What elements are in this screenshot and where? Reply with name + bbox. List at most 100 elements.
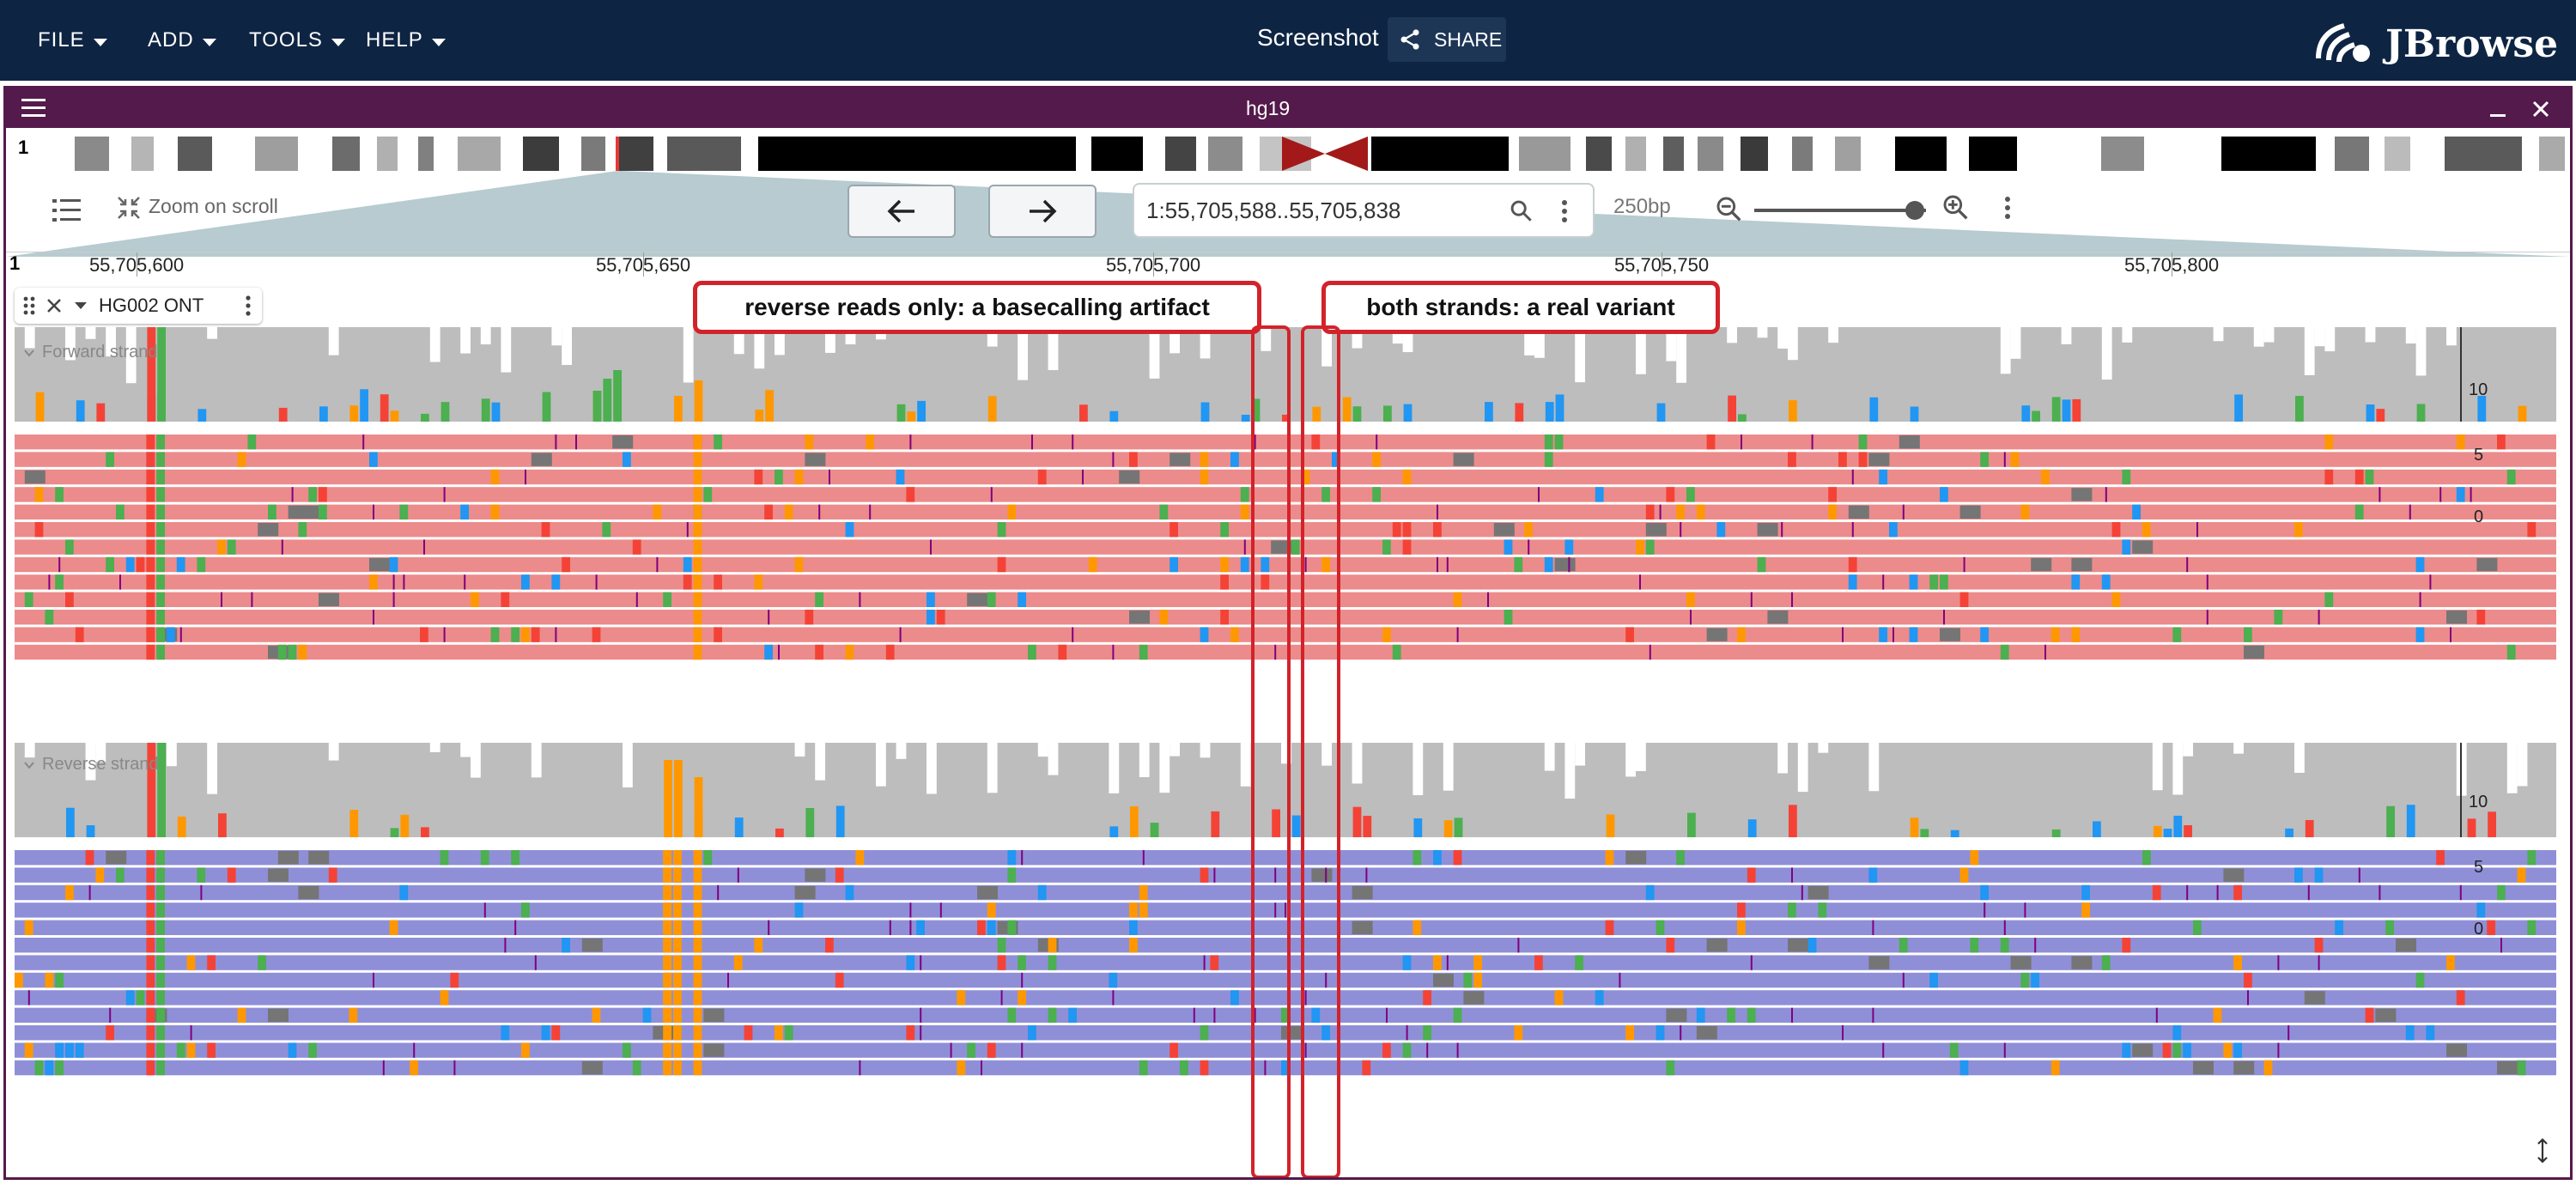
read-insertion [373,972,374,988]
alignments-track-canvas[interactable] [6,276,2570,1180]
close-icon[interactable] [2530,99,2551,119]
read-mismatch [1433,955,1442,970]
read-mismatch [156,487,165,502]
mismatch-coverage-bar [481,398,490,422]
more-vert-icon[interactable] [2003,195,2012,221]
mismatch-coverage-bar [1443,820,1453,837]
share-button[interactable]: SHARE [1388,17,1506,62]
read-mismatch [55,487,64,502]
read-mismatch [247,434,257,450]
read-mismatch [1696,1007,1705,1023]
read-mismatch [65,592,74,607]
coverage-gap [1240,743,1251,787]
zoom-on-scroll-toggle[interactable]: Zoom on scroll [149,195,278,217]
read-mismatch [1666,487,1675,502]
resize-icon[interactable] [2536,1138,2549,1164]
read-mismatch [1879,627,1887,642]
read-mismatch [156,556,165,573]
read-mismatch [146,592,155,607]
read-insertion [2419,592,2421,607]
add-menu-button[interactable]: ADD [148,26,216,55]
read-mismatch [207,1042,216,1058]
mismatch-coverage-bar [1383,405,1392,422]
read-mismatch [1473,972,1482,988]
read-mismatch [541,1025,550,1041]
read-mismatch [2476,610,2486,625]
read-mismatch [703,487,713,502]
read-mismatch [1544,434,1553,450]
tools-menu-button[interactable]: TOOLS [249,26,345,55]
read-mismatch [156,867,165,883]
reverse-strand-label[interactable]: Reverse strand [23,755,159,775]
read-mismatch [1240,504,1249,520]
read-mismatch [34,487,44,502]
read-mismatch [764,504,773,520]
coverage-gap [1777,743,1788,774]
read-mismatch [146,955,155,970]
read-insertion [373,610,374,625]
compress-icon[interactable] [116,195,142,221]
list-icon[interactable] [52,197,82,224]
read-mismatch [197,556,206,573]
zoom-out-icon[interactable] [1715,195,1742,222]
read-insertion [392,574,395,590]
read-insertion [920,1025,922,1041]
read-insertion [1446,955,1449,970]
search-icon[interactable] [1509,198,1533,222]
mismatch-coverage-bar [157,327,166,422]
location-search-input[interactable]: 1:55,705,588..55,705,838 [1133,183,1595,238]
read-mismatch [1018,990,1026,1006]
mismatch-coverage-bar [805,808,815,837]
minimize-icon[interactable] [2488,100,2508,119]
read-mismatch [1028,1025,1036,1041]
read-mismatch [987,902,996,918]
read-indel-label [298,505,319,519]
read-insertion [1243,539,1246,555]
menu-icon[interactable] [21,97,47,119]
pan-left-button[interactable] [848,185,956,238]
read-mismatch [1564,539,1574,555]
read-mismatch [1970,850,1979,866]
read-indel-label [1311,868,1333,882]
zoom-slider-thumb[interactable] [1905,201,1924,220]
coverage-gap [927,743,937,794]
help-menu-button[interactable]: HELP [366,26,446,55]
session-name[interactable]: Screenshot [1257,24,1379,51]
read-mismatch [693,1060,702,1076]
coordinate-ruler[interactable]: 1 55,705,600 55,705,650 55,705,700 55,70… [6,252,2570,276]
read-insertion [768,610,770,625]
read-mismatch [1159,610,1169,625]
more-vert-icon[interactable] [1560,198,1569,224]
forward-strand-label[interactable]: Forward strand [23,343,158,362]
chromosome-ideogram[interactable] [49,137,2568,171]
chevron-down-icon[interactable] [73,301,88,311]
forward-strand-text: Forward strand [42,343,158,362]
zoom-slider[interactable] [1754,201,1926,220]
file-menu-button[interactable]: FILE [38,26,107,55]
mismatch-coverage-bar [765,390,774,422]
read-insertion [1456,1042,1459,1058]
read-mismatch [1220,610,1229,625]
read-mismatch [1037,884,1047,901]
chevron-down-icon [431,38,446,46]
pan-right-button[interactable] [988,185,1097,238]
read-mismatch [1007,867,1017,883]
coverage-gap [876,743,886,787]
read-mismatch [501,1025,510,1041]
read-mismatch [916,920,925,935]
read-insertion [1031,434,1033,450]
read-mismatch [1240,487,1249,502]
read-indel-label [1706,628,1728,641]
read-indel-label [106,851,127,865]
zoom-in-icon[interactable] [1941,193,1969,221]
drag-handle-icon[interactable] [23,295,35,316]
read-mismatch [642,1007,652,1023]
read-insertion [2379,487,2381,502]
close-icon[interactable] [46,297,63,314]
read-insertion [1203,955,1206,970]
read-mismatch [2385,920,2394,935]
help-menu-label: HELP [366,28,423,52]
more-vert-icon[interactable] [245,295,252,317]
read-mismatch [2294,522,2303,538]
read-mismatch [2244,972,2252,988]
